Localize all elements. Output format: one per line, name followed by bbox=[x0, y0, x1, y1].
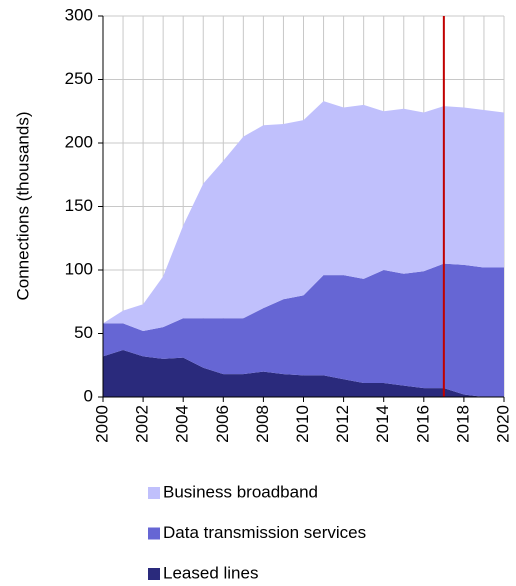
legend-label: Data transmission services bbox=[163, 523, 366, 542]
legend-swatch bbox=[148, 487, 160, 499]
y-tick-label: 200 bbox=[65, 132, 93, 151]
x-tick-label: 2020 bbox=[493, 405, 512, 443]
area bbox=[103, 263, 504, 397]
y-tick-label: 150 bbox=[65, 196, 93, 215]
legend-label: Leased lines bbox=[163, 563, 258, 582]
x-tick-label: 2014 bbox=[373, 405, 392, 443]
x-tick-label: 2004 bbox=[173, 405, 192, 443]
x-tick-label: 2002 bbox=[133, 405, 152, 443]
x-tick-label: 2008 bbox=[253, 405, 272, 443]
legend-swatch bbox=[148, 527, 160, 540]
y-tick-label: 100 bbox=[65, 259, 93, 278]
x-tick-label: 2018 bbox=[453, 405, 472, 443]
area bbox=[103, 350, 504, 397]
x-tick-label: 2000 bbox=[92, 405, 111, 443]
x-tick-label: 2010 bbox=[293, 405, 312, 443]
x-tick-label: 2006 bbox=[213, 405, 232, 443]
y-tick-label: 0 bbox=[84, 386, 93, 405]
y-tick-label: 250 bbox=[65, 69, 93, 88]
legend-swatch bbox=[148, 568, 160, 580]
y-axis-label: Connections (thousands) bbox=[13, 111, 32, 300]
x-tick-label: 2012 bbox=[333, 405, 352, 443]
x-tick-label: 2016 bbox=[413, 405, 432, 443]
area bbox=[103, 101, 504, 331]
y-tick-label: 300 bbox=[65, 5, 93, 24]
legend-label: Business broadband bbox=[163, 482, 318, 501]
y-tick-label: 50 bbox=[74, 323, 93, 342]
